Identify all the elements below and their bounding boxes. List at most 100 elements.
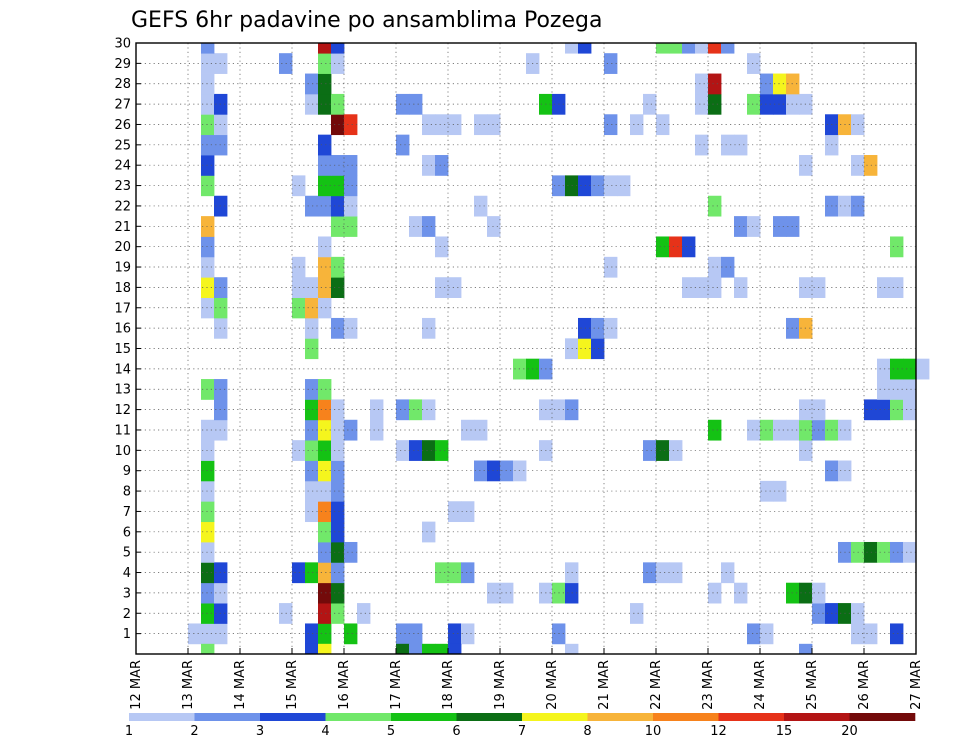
heatmap-cell bbox=[721, 43, 735, 54]
colorbar-label: 20 bbox=[841, 724, 858, 739]
heatmap-cell bbox=[357, 603, 371, 624]
heatmap-cell bbox=[448, 643, 462, 655]
heatmap-cell bbox=[877, 358, 891, 380]
colorbar-label: 10 bbox=[645, 724, 662, 739]
heatmap-cell bbox=[461, 419, 475, 441]
heatmap-cell bbox=[877, 399, 891, 421]
x-tick-label: 13 MAR bbox=[181, 660, 196, 710]
heatmap-cell bbox=[201, 541, 215, 563]
heatmap-cell bbox=[864, 541, 878, 563]
heatmap-cell bbox=[344, 216, 358, 237]
x-tick-label: 24 MAR bbox=[753, 660, 768, 710]
grid-lines bbox=[136, 42, 916, 654]
heatmap-cell bbox=[643, 440, 657, 461]
heatmap-cell bbox=[331, 562, 345, 584]
heatmap-cell bbox=[305, 93, 319, 115]
heatmap-cell bbox=[903, 399, 917, 421]
colorbar-swatch bbox=[522, 713, 588, 721]
y-tick-label: 19 bbox=[114, 261, 131, 276]
heatmap-cell bbox=[331, 155, 345, 176]
heatmap-cell bbox=[708, 73, 722, 95]
heatmap-cell bbox=[864, 623, 878, 645]
heatmap-cell bbox=[396, 399, 410, 421]
heatmap-cell bbox=[695, 73, 709, 95]
heatmap-cell bbox=[903, 541, 917, 563]
y-tick-label: 1 bbox=[123, 627, 131, 642]
heatmap-cell bbox=[318, 541, 332, 563]
heatmap-cell bbox=[331, 603, 345, 624]
heatmap-cell bbox=[734, 134, 748, 156]
heatmap-cell bbox=[773, 480, 787, 502]
heatmap-cell bbox=[305, 623, 319, 645]
x-tick-label: 26 MAR bbox=[857, 660, 872, 710]
heatmap-cell bbox=[201, 73, 215, 95]
heatmap-cell bbox=[318, 521, 332, 543]
x-tick-label: 16 MAR bbox=[337, 660, 352, 710]
x-tick-label: 22 MAR bbox=[649, 660, 664, 710]
heatmap-cell bbox=[318, 256, 332, 278]
heatmap-cell bbox=[331, 399, 345, 421]
colorbar-label: 3 bbox=[256, 724, 264, 739]
heatmap-cell bbox=[201, 562, 215, 584]
y-tick-label: 4 bbox=[123, 566, 131, 581]
heatmap-cell bbox=[305, 379, 319, 400]
y-tick-label: 11 bbox=[114, 423, 131, 438]
heatmap-cell bbox=[292, 175, 306, 197]
colorbar-swatch bbox=[849, 713, 916, 721]
heatmap-cell bbox=[604, 53, 618, 74]
heatmap-cell bbox=[201, 53, 215, 74]
heatmap-cell bbox=[487, 582, 501, 604]
heatmap-cell bbox=[695, 93, 709, 115]
heatmap-cell bbox=[201, 501, 215, 523]
heatmap-cell bbox=[318, 562, 332, 584]
heatmap-cell bbox=[877, 277, 891, 298]
heatmap-cell bbox=[435, 440, 449, 461]
heatmap-cell bbox=[318, 501, 332, 523]
heatmap-cell bbox=[331, 114, 345, 136]
y-tick-label: 24 bbox=[114, 159, 131, 174]
heatmap-cell bbox=[292, 440, 306, 461]
heatmap-cell bbox=[344, 114, 358, 136]
heatmap-cell bbox=[721, 562, 735, 584]
heatmap-cell bbox=[318, 582, 332, 604]
x-tick-label: 14 MAR bbox=[233, 660, 248, 710]
y-tick-label: 10 bbox=[114, 444, 131, 459]
heatmap-cell bbox=[682, 236, 696, 258]
heatmap-cell bbox=[708, 93, 722, 115]
heatmap-cell bbox=[461, 501, 475, 523]
heatmap-cell bbox=[565, 43, 579, 54]
heatmap-cell bbox=[487, 460, 501, 482]
heatmap-cell bbox=[474, 114, 488, 136]
heatmap-cell bbox=[409, 643, 423, 655]
heatmap-cell bbox=[734, 216, 748, 237]
x-axis-ticks: 12 MAR 13 MAR 14 MAR 15 MAR 16 MAR 17 MAR 18 M… bbox=[129, 648, 924, 710]
colorbar-swatch bbox=[784, 713, 850, 721]
heatmap-cell bbox=[409, 399, 423, 421]
heatmap-cell bbox=[305, 460, 319, 482]
heatmap-cell bbox=[682, 43, 696, 54]
heatmap-cell bbox=[409, 440, 423, 461]
heatmap-cell bbox=[292, 277, 306, 298]
heatmap-cell bbox=[318, 134, 332, 156]
heatmap-cell bbox=[760, 419, 774, 441]
heatmap-cell bbox=[695, 43, 709, 54]
y-tick-label: 18 bbox=[114, 281, 131, 296]
heatmap-cell bbox=[370, 419, 384, 441]
heatmap-cell bbox=[201, 134, 215, 156]
colorbar-label: 7 bbox=[518, 724, 526, 739]
y-tick-label: 7 bbox=[123, 505, 131, 520]
colorbar-swatch bbox=[456, 713, 523, 721]
heatmap-cell bbox=[318, 236, 332, 258]
heatmap-cell bbox=[448, 623, 462, 645]
heatmap-cell bbox=[656, 440, 670, 461]
heatmap-cell bbox=[604, 114, 618, 136]
heatmap-cell bbox=[435, 155, 449, 176]
heatmap-cell bbox=[578, 317, 592, 339]
heatmap-cell bbox=[708, 419, 722, 441]
heatmap-cell bbox=[734, 582, 748, 604]
heatmap-cell bbox=[578, 175, 592, 197]
heatmap-cell bbox=[435, 562, 449, 584]
heatmap-cell bbox=[773, 216, 787, 237]
heatmap-cell bbox=[656, 43, 670, 54]
heatmap-cell bbox=[201, 460, 215, 482]
